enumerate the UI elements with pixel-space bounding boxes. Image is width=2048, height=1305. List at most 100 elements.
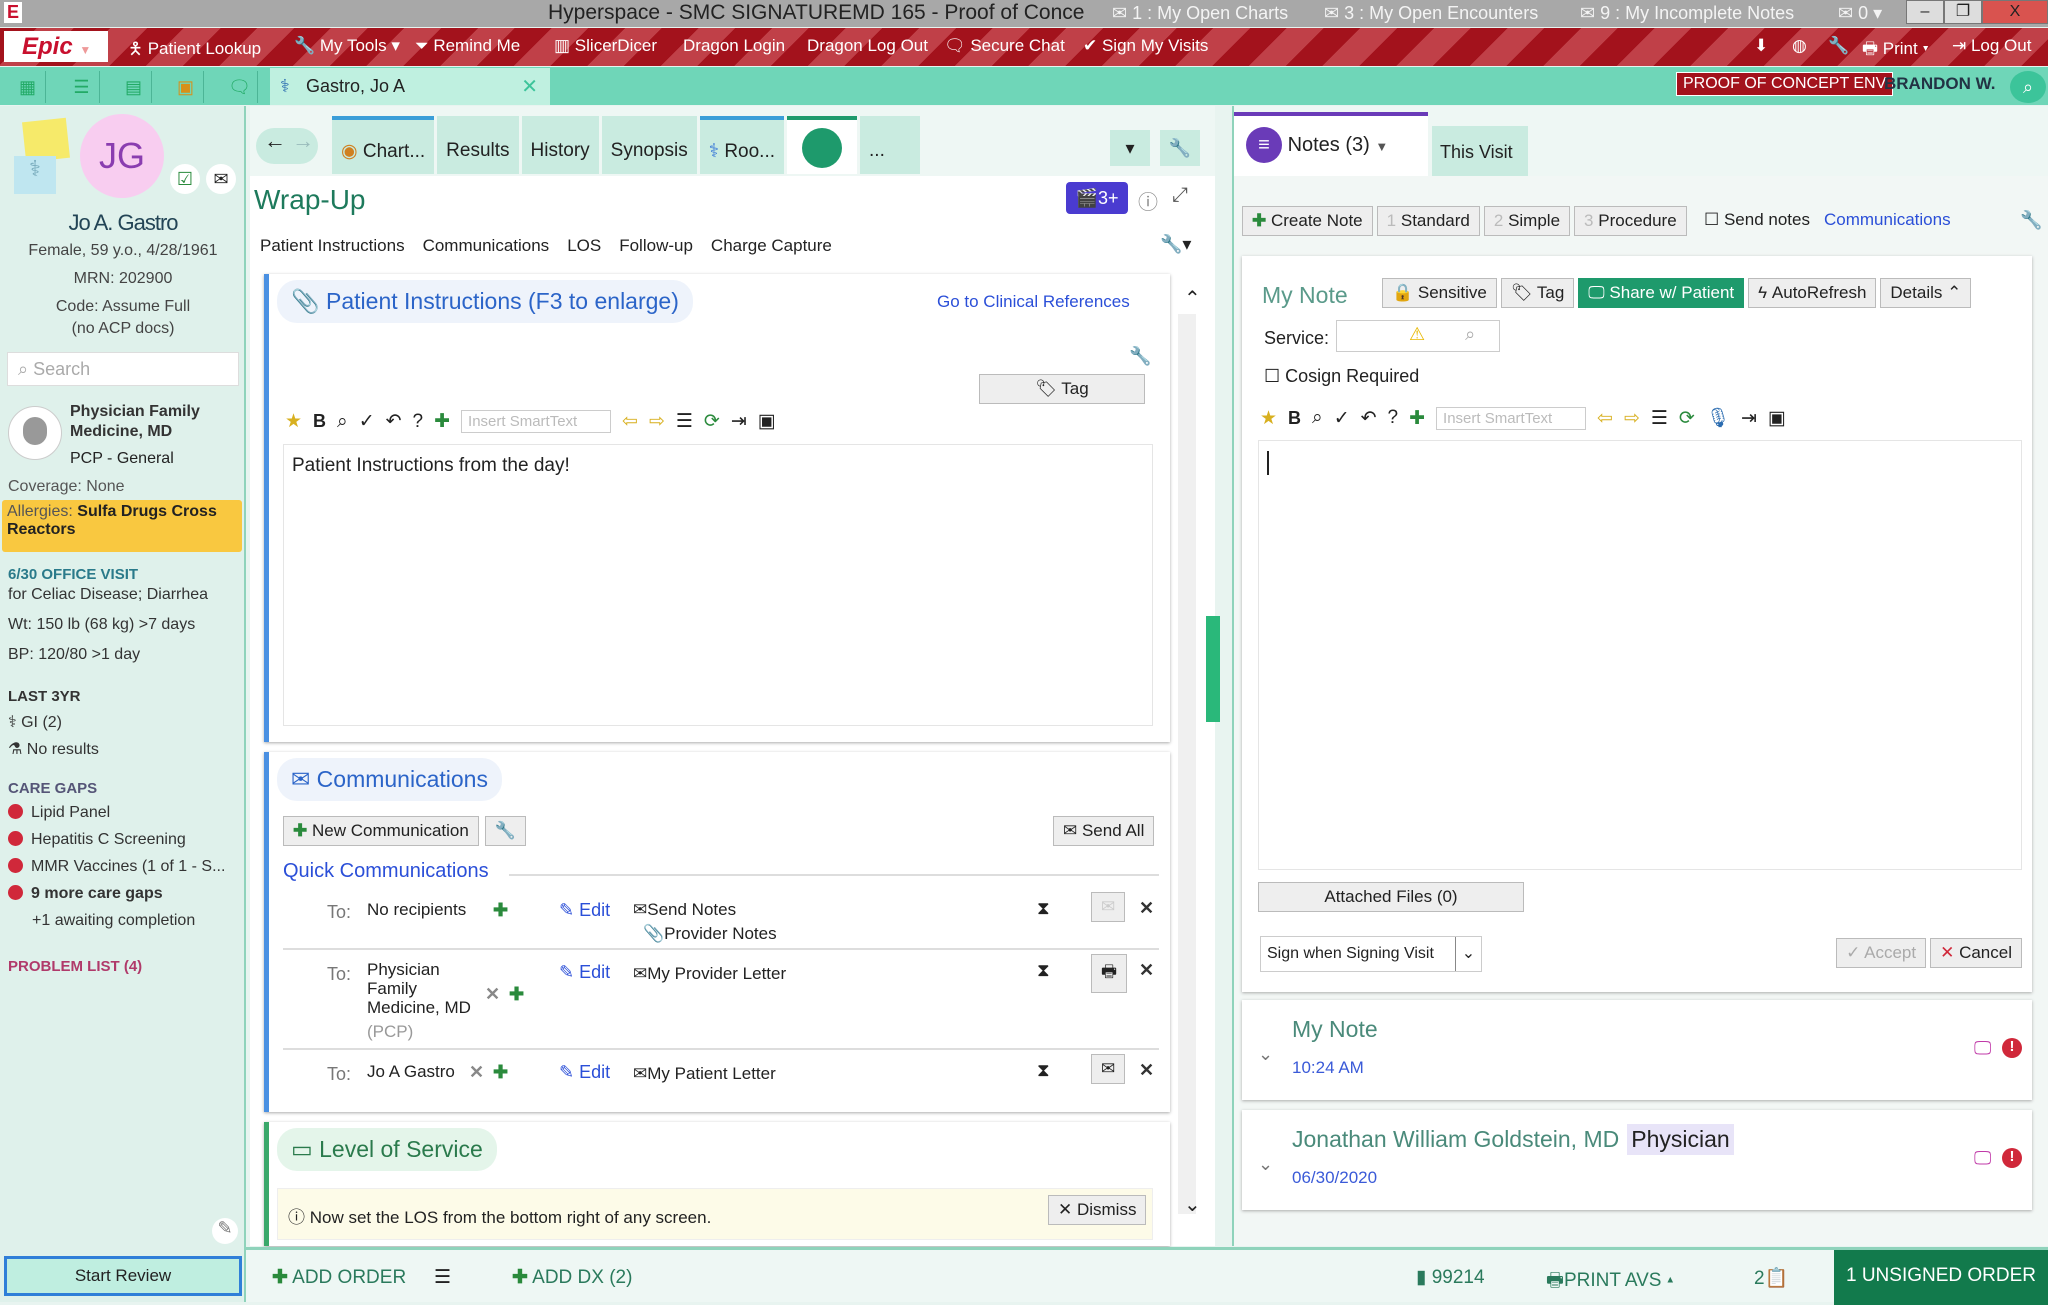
expand-icon[interactable]: ⌄ — [1258, 1044, 1274, 1064]
tab-notes[interactable]: ≡ Notes (3) ▼ — [1234, 112, 1428, 176]
print-avs-button[interactable]: 🖶PRINT AVS ▴ — [1546, 1270, 1674, 1291]
allergies-banner[interactable]: Allergies: Sulfa Drugs Cross Reactors — [2, 500, 242, 552]
patient-list-icon[interactable]: ☰ — [64, 71, 100, 103]
note-list-item[interactable]: ⌄ Jonathan William Goldstein, MD Physici… — [1242, 1110, 2032, 1210]
wrench-icon[interactable]: 🔧 — [1129, 346, 1152, 366]
close-tab-icon[interactable]: ✕ — [521, 76, 538, 98]
send-notes-checkbox[interactable]: ☐ Send notes — [1704, 210, 1810, 229]
unsigned-order-button[interactable]: 1 UNSIGNED ORDER — [1834, 1250, 2048, 1305]
globe-icon[interactable]: ◍ — [1792, 36, 1807, 55]
note-textarea[interactable] — [1258, 440, 2022, 870]
nav-follow-up[interactable]: Follow-up — [619, 236, 693, 255]
wrench-icon[interactable]: 🔧 — [1160, 130, 1200, 166]
dragon-logout-button[interactable]: Dragon Log Out — [807, 36, 928, 55]
edit-link[interactable]: ✎ Edit — [559, 900, 611, 920]
star-icon[interactable]: ★ — [285, 411, 303, 432]
calendar-icon[interactable]: ▦ — [10, 71, 46, 103]
arrow-right-icon[interactable]: ⇨ — [648, 411, 665, 432]
print-icon[interactable]: 🖶 — [1091, 954, 1128, 993]
problem-list-header[interactable]: PROBLEM LIST (4) — [8, 958, 143, 975]
tag-button[interactable]: 🏷 Tag — [1500, 278, 1575, 308]
schedule-icon[interactable]: ⧗ — [1037, 898, 1050, 918]
add-recipient-icon[interactable]: ✚ — [493, 900, 509, 920]
patient-lookup-button[interactable]: 🯅 Patient Lookup — [128, 39, 262, 58]
details-button[interactable]: Details ⌃ — [1880, 278, 1972, 308]
download-icon[interactable]: ⬇ — [1754, 36, 1769, 55]
print-button[interactable]: 🖶 Print ▾ — [1862, 39, 1929, 58]
remove-icon[interactable]: ✕ — [1139, 1060, 1155, 1080]
wrench-icon[interactable]: 🔧 — [2020, 210, 2043, 230]
slicerdicer-button[interactable]: ▥ SlicerDicer — [554, 36, 657, 55]
care-gap-item[interactable]: MMR Vaccines (1 of 1 - S... — [8, 858, 225, 876]
tab-rooming[interactable]: ⚕ Roo... — [699, 116, 785, 174]
schedule-icon[interactable]: ⧗ — [1037, 960, 1050, 980]
envelope-icon[interactable]: ✉ — [206, 164, 236, 194]
close-button[interactable]: X — [1982, 0, 2048, 24]
inbox-messages[interactable]: ✉ 0 ▾ — [1838, 3, 1883, 23]
epic-menu-button[interactable]: Epic ▼ — [4, 31, 108, 62]
remove-recipient-icon[interactable]: ✕ — [469, 1062, 485, 1082]
minimize-button[interactable]: – — [1906, 0, 1944, 24]
add-recipient-icon[interactable]: ✚ — [509, 984, 525, 1004]
remove-icon[interactable]: ✕ — [1139, 898, 1155, 918]
dashboard-icon[interactable]: ▤ — [116, 71, 152, 103]
help-icon[interactable]: ⓘ — [1138, 192, 1158, 214]
care-gaps-header[interactable]: CARE GAPS — [8, 780, 98, 797]
arrow-left-icon[interactable]: ⇦ — [622, 411, 638, 432]
document-link[interactable]: ✉My Patient Letter — [633, 1064, 776, 1083]
plus-icon[interactable]: ✚ — [434, 411, 451, 432]
pencil-icon[interactable]: ✎ — [212, 1218, 238, 1244]
portrait-icon[interactable]: ▣ — [1767, 407, 1786, 429]
scrollbar[interactable] — [1178, 314, 1196, 1214]
simple-template-button[interactable]: 2 Simple — [1483, 206, 1571, 236]
accept-button[interactable]: ✓ Accept — [1836, 938, 1927, 968]
search-icon[interactable]: ⌕ — [2010, 71, 2046, 103]
import-icon[interactable]: ⇥ — [730, 411, 747, 432]
remove-recipient-icon[interactable]: ✕ — [485, 984, 501, 1004]
patient-tab[interactable]: ⚕ Gastro, Jo A ✕ — [270, 68, 550, 105]
share-with-patient-button[interactable]: 🖵 Share w/ Patient — [1578, 278, 1745, 308]
video-badge[interactable]: 🎬3+ — [1066, 182, 1128, 214]
care-gap-item[interactable]: Hepatitis C Screening — [8, 831, 186, 849]
send-icon[interactable]: ✉ — [1091, 892, 1126, 922]
user-name[interactable]: BRANDON W. — [1884, 74, 1996, 93]
avatar[interactable]: JG — [80, 114, 164, 198]
zoom-icon[interactable]: ⌕ — [337, 410, 348, 432]
send-icon[interactable]: ✉ — [1091, 1054, 1126, 1084]
tab-more[interactable]: ... — [860, 116, 921, 174]
arrow-right-icon[interactable]: ⇨ — [1623, 407, 1640, 429]
remove-icon[interactable]: ✕ — [1139, 960, 1155, 980]
smarttext-input[interactable]: Insert SmartText — [461, 410, 612, 433]
list-icon[interactable]: ☰ — [675, 411, 693, 432]
scroll-down-icon[interactable]: ⌄ — [1184, 1194, 1201, 1216]
start-review-button[interactable]: Start Review — [4, 1256, 242, 1296]
tab-synopsis[interactable]: Synopsis — [601, 116, 697, 174]
expand-icon[interactable]: ⌄ — [1258, 1154, 1274, 1174]
add-recipient-icon[interactable]: ✚ — [493, 1062, 509, 1082]
microphone-icon[interactable]: 🎙 — [1705, 408, 1730, 429]
refresh-icon[interactable]: ⟳ — [703, 411, 720, 432]
tab-wrap-up[interactable] — [787, 116, 858, 174]
wrench-button[interactable]: 🔧 — [484, 816, 526, 846]
new-communication-button[interactable]: ✚ New Communication — [283, 816, 479, 846]
add-dx-button[interactable]: ✚ ADD DX (2) — [512, 1266, 632, 1289]
tab-results[interactable]: Results — [437, 116, 519, 174]
dismiss-button[interactable]: ✕ Dismiss — [1048, 1195, 1147, 1225]
help-icon[interactable]: ? — [1387, 407, 1399, 428]
sign-option-select[interactable]: Sign when Signing Visit ⌄ — [1260, 936, 1482, 972]
edit-link[interactable]: ✎ Edit — [559, 962, 611, 982]
monitor-check-icon[interactable]: ☑ — [170, 164, 200, 194]
clinical-references-link[interactable]: Go to Clinical References — [937, 292, 1130, 311]
portrait-icon[interactable]: ▣ — [757, 411, 776, 432]
secure-chat-button[interactable]: 🗨 Secure Chat — [944, 36, 1065, 55]
document-link[interactable]: ✉Send Notes — [633, 900, 737, 919]
undo-icon[interactable]: ↶ — [1360, 407, 1377, 429]
nav-patient-instructions[interactable]: Patient Instructions — [260, 236, 405, 255]
arrow-left-icon[interactable]: ⇦ — [1597, 407, 1613, 429]
undo-icon[interactable]: ↶ — [385, 411, 402, 432]
my-tools-button[interactable]: 🔧 My Tools ▾ — [294, 36, 400, 55]
nav-communications[interactable]: Communications — [422, 236, 550, 255]
refresh-icon[interactable]: ⟳ — [1678, 407, 1695, 429]
restore-button[interactable]: ❐ — [1944, 0, 1982, 24]
send-all-button[interactable]: ✉ Send All — [1053, 816, 1155, 846]
